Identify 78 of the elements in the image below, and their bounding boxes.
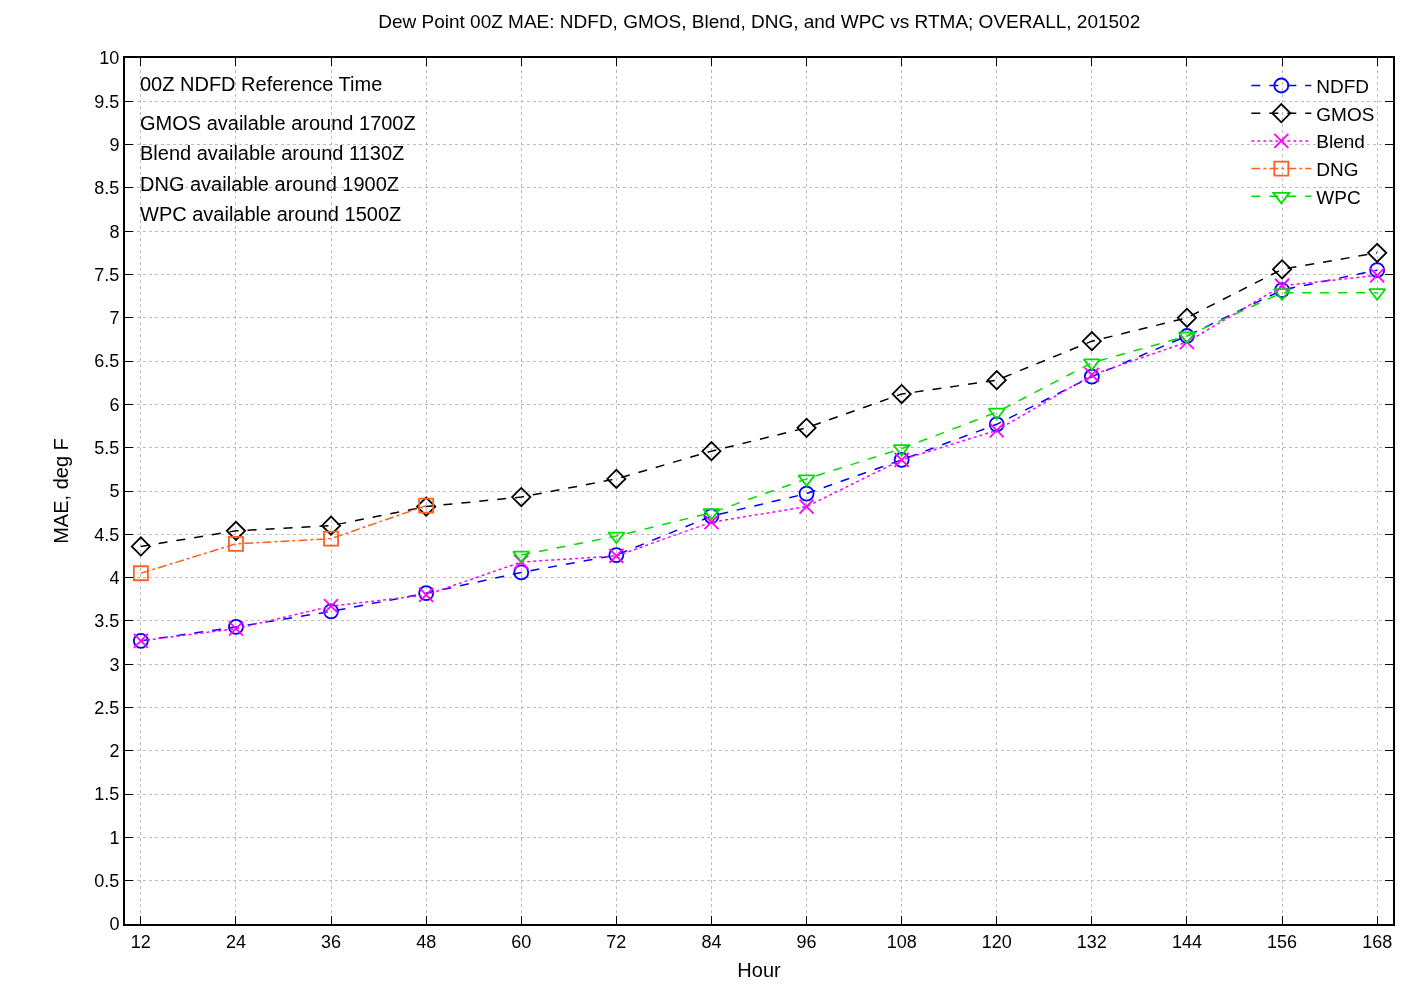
point xyxy=(1274,282,1290,298)
chart-title: Dew Point 00Z MAE: NDFD, GMOS, Blend, DNG, and WPC vs RTMA; OVERALL, 201502 xyxy=(378,11,1141,33)
legend-label: DNG xyxy=(1316,159,1359,181)
x-tick-label: 156 xyxy=(1267,931,1298,952)
y-tick-label: 7 xyxy=(109,308,120,329)
point xyxy=(1369,267,1386,284)
legend-label: Blend xyxy=(1316,131,1365,153)
y-tick-label: 4 xyxy=(109,567,120,588)
point xyxy=(798,498,815,515)
x-tick-label: 120 xyxy=(981,931,1012,952)
y-tick-label: 8.5 xyxy=(94,178,120,199)
point xyxy=(703,514,720,531)
annotation: WPC available around 1500Z xyxy=(140,203,402,225)
x-tick-label: 48 xyxy=(416,931,437,952)
x-tick-label: 144 xyxy=(1171,931,1202,952)
y-tick-label: 2 xyxy=(109,741,120,762)
x-tick-label: 60 xyxy=(511,931,532,952)
point xyxy=(1369,262,1386,279)
point xyxy=(1274,277,1290,294)
x-tick-label: 132 xyxy=(1076,931,1107,952)
point xyxy=(323,598,339,615)
y-axis-title: MAE, deg F xyxy=(50,438,73,544)
annotation: GMOS available around 1700Z xyxy=(140,112,416,134)
point xyxy=(130,536,151,557)
x-tick-label: 72 xyxy=(606,931,627,952)
point xyxy=(606,468,627,489)
y-tick-label: 5 xyxy=(109,481,120,502)
y-tick-label: 9 xyxy=(109,134,120,155)
y-tick-label: 6 xyxy=(109,394,120,415)
x-axis-title: Hour xyxy=(737,958,782,981)
y-tick-label: 9.5 xyxy=(94,91,120,112)
point xyxy=(796,417,817,438)
x-tick-label: 36 xyxy=(321,931,342,952)
point xyxy=(986,370,1007,391)
point xyxy=(321,515,342,536)
point xyxy=(228,535,244,552)
x-tick-label: 24 xyxy=(225,931,246,952)
x-tick-label: 96 xyxy=(796,931,817,952)
point xyxy=(988,416,1005,433)
legend-label: NDFD xyxy=(1316,75,1370,97)
point xyxy=(987,407,1006,421)
y-tick-label: 2.5 xyxy=(94,697,120,718)
point xyxy=(798,485,815,502)
y-tick-label: 4.5 xyxy=(94,524,120,545)
annotation: Blend available around 1130Z xyxy=(140,142,405,164)
point xyxy=(323,603,339,620)
y-tick-label: 3.5 xyxy=(94,611,120,632)
x-tick-label: 84 xyxy=(701,931,722,952)
y-tick-label: 8 xyxy=(109,221,120,242)
x-tick-label: 12 xyxy=(130,931,151,952)
y-tick-label: 6.5 xyxy=(94,351,120,372)
x-tick-label: 168 xyxy=(1362,931,1393,952)
y-tick-label: 0 xyxy=(109,914,120,935)
x-tick-label: 108 xyxy=(886,931,917,952)
point xyxy=(132,565,149,582)
point xyxy=(323,530,339,547)
point xyxy=(891,384,912,405)
point xyxy=(513,554,530,570)
point xyxy=(511,487,532,508)
annotation: DNG available around 1900Z xyxy=(140,173,400,195)
point xyxy=(1367,242,1388,263)
y-tick-label: 0.5 xyxy=(94,871,120,891)
point xyxy=(1081,331,1102,352)
point xyxy=(988,422,1005,439)
y-tick-label: 1.5 xyxy=(94,784,120,805)
annotation: 00Z NDFD Reference Time xyxy=(140,73,383,95)
legend-label: WPC xyxy=(1316,186,1361,208)
y-tick-label: 7.5 xyxy=(94,264,120,285)
y-tick-label: 3 xyxy=(109,654,120,675)
legend-label: GMOS xyxy=(1316,103,1375,125)
y-tick-label: 10 xyxy=(99,48,120,69)
point xyxy=(225,520,246,541)
point xyxy=(1272,259,1293,280)
point xyxy=(1176,307,1197,328)
y-tick-label: 1 xyxy=(109,827,120,848)
point xyxy=(701,441,722,462)
point xyxy=(513,564,530,581)
y-tick-label: 5.5 xyxy=(94,438,120,458)
